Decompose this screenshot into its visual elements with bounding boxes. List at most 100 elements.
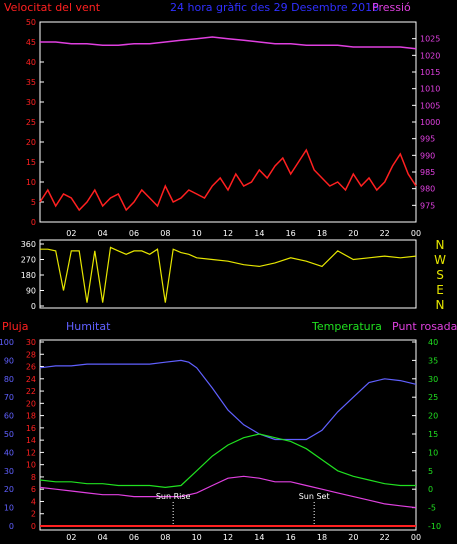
wind-tick-label: 30 <box>26 98 36 107</box>
rain-tick-label: 90 <box>4 356 14 365</box>
temp-x-tick-label: 06 <box>129 533 139 542</box>
wind-tick-label: 5 <box>31 198 36 207</box>
humidity-tick-label: 12 <box>26 448 36 457</box>
humidity-tick-label: 14 <box>26 436 36 445</box>
sunset-label: Sun Set <box>299 492 330 501</box>
direction-y-ticks: 0 90 180 270 360 <box>21 240 44 311</box>
sun-annotations: Sun Rise Sun Set <box>156 492 330 526</box>
temperature-tick-label: 20 <box>428 412 438 421</box>
direction-tick-label: 360 <box>21 240 36 249</box>
wind-direction-line <box>40 246 417 303</box>
wind-x-tick-label: 00 <box>411 229 421 238</box>
rain-tick-label: 50 <box>4 430 14 439</box>
wind-tick-label: 20 <box>26 138 36 147</box>
temperature-y-ticks: -10 -5 0 5 10 15 20 25 30 35 40 <box>412 338 441 531</box>
pressure-line <box>40 36 417 50</box>
temp-x-tick-label: 00 <box>411 533 421 542</box>
compass-label: N <box>436 298 445 312</box>
temperature-tick-label: 35 <box>428 356 438 365</box>
pressure-tick-label: 1010 <box>420 85 440 94</box>
wind-tick-label: 40 <box>26 58 36 67</box>
temperature-tick-label: 15 <box>428 430 438 439</box>
wind-tick-label: 10 <box>26 178 36 187</box>
temp-humidity-plot-frame <box>39 339 417 531</box>
compass-label: E <box>436 283 444 297</box>
temp-x-tick-label: 18 <box>317 533 327 542</box>
sunrise-label: Sun Rise <box>156 492 191 501</box>
rain-tick-label: 80 <box>4 375 14 384</box>
temp-x-tick-label: 02 <box>66 533 76 542</box>
pressure-tick-label: 1020 <box>420 51 440 60</box>
temp-x-tick-label: 08 <box>160 533 170 542</box>
compass-label: N <box>436 238 445 252</box>
temperature-tick-label: -5 <box>428 504 436 513</box>
rain-tick-label: 40 <box>4 448 14 457</box>
wind-speed-line <box>39 148 417 212</box>
temperature-tick-label: 5 <box>428 467 433 476</box>
wind-tick-label: 0 <box>31 218 36 227</box>
wind-x-tick-label: 18 <box>317 229 327 238</box>
chart-title: 24 hora gràfic des 29 Desembre 2016 <box>170 1 379 14</box>
direction-tick-label: 90 <box>26 287 36 296</box>
rain-tick-label: 30 <box>4 467 14 476</box>
pressure-tick-label: 990 <box>420 151 435 160</box>
wind-x-tick-label: 08 <box>160 229 170 238</box>
humidity-tick-label: 26 <box>26 363 36 372</box>
wind-x-tick-label: 06 <box>129 229 139 238</box>
pressure-tick-label: 1015 <box>420 68 440 77</box>
temp-x-tick-label: 10 <box>192 533 202 542</box>
temp-x-tick-label: 04 <box>98 533 108 542</box>
temperature-line <box>39 433 416 489</box>
rain-tick-label: 70 <box>4 393 14 402</box>
wind-x-tick-label: 16 <box>286 229 296 238</box>
rain-tick-label: 60 <box>4 412 14 421</box>
direction-series <box>40 246 417 303</box>
wind-tick-label: 45 <box>26 38 36 47</box>
pressure-tick-label: 995 <box>420 135 435 144</box>
wind-pressure-series <box>39 36 417 212</box>
humidity-tick-label: 20 <box>26 399 36 408</box>
humidity-tick-label: 10 <box>26 461 36 470</box>
pressure-tick-label: 1000 <box>420 118 440 127</box>
humidity-tick-label: 2 <box>31 510 36 519</box>
wind-tick-label: 50 <box>26 18 36 27</box>
temp-x-ticks: 02 04 06 08 10 12 14 16 18 20 22 00 <box>66 533 421 542</box>
humidity-tick-label: 22 <box>26 387 36 396</box>
temperature-tick-label: 0 <box>428 485 433 494</box>
wind-x-tick-label: 04 <box>98 229 108 238</box>
rain-y-ticks: 0 10 20 30 40 50 60 70 80 90 100 <box>0 338 14 531</box>
wind-x-tick-label: 22 <box>380 229 390 238</box>
humidity-tick-label: 30 <box>26 338 36 347</box>
wind-tick-label: 25 <box>26 118 36 127</box>
pressure-tick-label: 975 <box>420 201 435 210</box>
direction-tick-label: 270 <box>21 256 36 265</box>
pressure-tick-label: 980 <box>420 185 435 194</box>
wind-tick-label: 35 <box>26 78 36 87</box>
wind-x-tick-label: 20 <box>348 229 358 238</box>
humidity-tick-label: 8 <box>31 473 36 482</box>
temperature-axis-title: Temperatura <box>311 320 382 333</box>
wind-x-tick-label: 10 <box>192 229 202 238</box>
wind-x-tick-label: 14 <box>254 229 264 238</box>
temperature-tick-label: 25 <box>428 393 438 402</box>
wind-y-ticks: 0 5 10 15 20 25 30 35 40 45 50 <box>26 18 44 227</box>
wind-x-ticks: 02 04 06 08 10 12 14 16 18 20 22 00 <box>66 229 421 238</box>
temp-x-tick-label: 20 <box>348 533 358 542</box>
compass-label: W <box>434 253 446 267</box>
humidity-axis-title: Humitat <box>66 320 111 333</box>
wind-x-tick-label: 12 <box>223 229 233 238</box>
humidity-tick-label: 0 <box>31 522 36 531</box>
dewpoint-axis-title: Punt rosada <box>392 320 457 333</box>
humidity-tick-label: 18 <box>26 412 36 421</box>
humidity-tick-label: 4 <box>31 497 36 506</box>
rain-tick-label: 20 <box>4 485 14 494</box>
direction-tick-label: 0 <box>31 302 36 311</box>
humidity-line <box>39 359 417 441</box>
temperature-tick-label: 10 <box>428 448 438 457</box>
pressure-tick-label: 985 <box>420 168 435 177</box>
temp-x-tick-label: 14 <box>254 533 264 542</box>
rain-axis-title: Pluja <box>2 320 28 333</box>
